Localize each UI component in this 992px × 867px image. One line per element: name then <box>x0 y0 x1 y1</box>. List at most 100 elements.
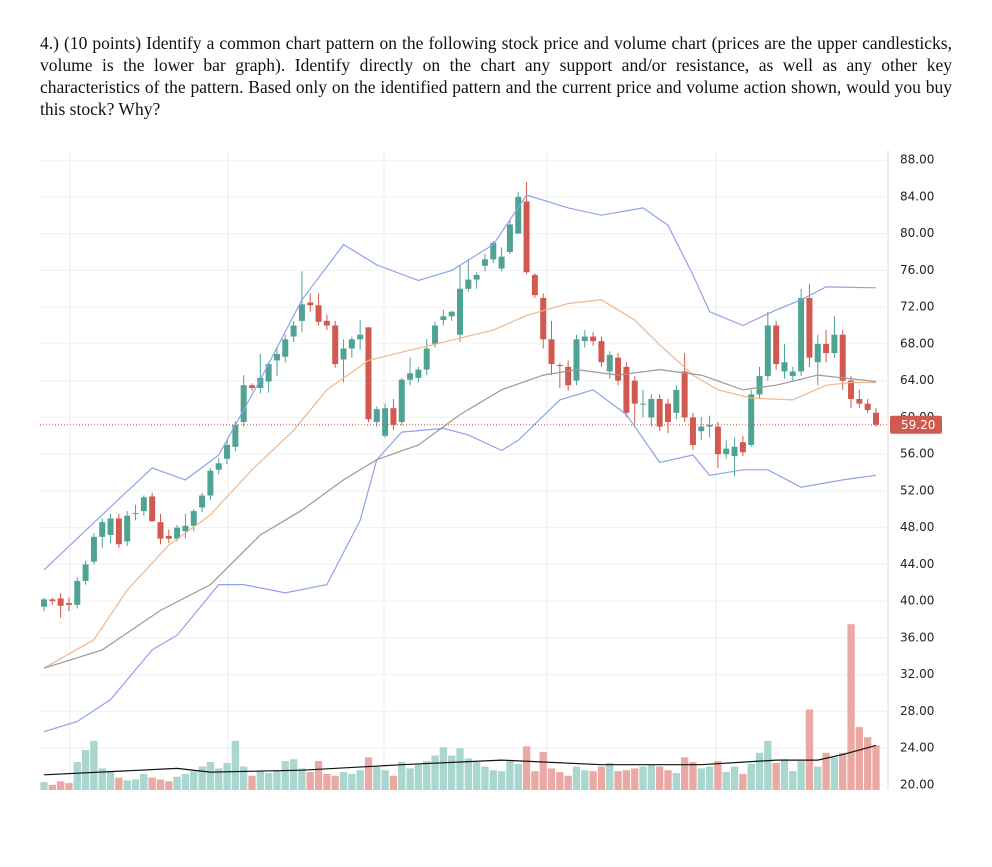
volume-bar <box>722 772 730 790</box>
candle-body <box>390 408 397 425</box>
volume-bar <box>456 748 464 790</box>
last-price-label: 59.20 <box>901 418 935 432</box>
candle-body <box>240 385 247 422</box>
candle-body <box>656 399 663 427</box>
candle-body <box>448 311 455 317</box>
candle-body <box>565 366 572 386</box>
candle-body <box>165 535 172 539</box>
volume-bar <box>140 773 148 790</box>
volume-bar <box>348 773 356 790</box>
volume-bar <box>181 773 190 790</box>
candle-body <box>415 369 422 378</box>
candle-body <box>831 334 838 354</box>
volume-bar <box>115 777 123 790</box>
candle-body <box>157 522 164 539</box>
indicator-line <box>43 299 876 669</box>
volume-bar <box>772 762 780 790</box>
candle-body <box>132 512 139 514</box>
volume-bar <box>581 770 589 790</box>
candle-body <box>781 362 788 372</box>
volume-bar <box>797 761 805 790</box>
candle-body <box>174 527 181 539</box>
volume-bar <box>306 772 314 790</box>
candle-body <box>49 599 56 602</box>
time-grid <box>69 150 717 790</box>
candle-body <box>199 495 206 508</box>
volume-bar <box>647 764 656 790</box>
candle-body <box>640 403 647 405</box>
candle-body <box>548 339 555 365</box>
candle-body <box>357 334 364 340</box>
y-tick-label: 36.00 <box>900 630 934 644</box>
volume-bar <box>564 775 572 790</box>
candle-body <box>806 297 813 358</box>
candle-body <box>149 496 156 522</box>
question-text: 4.) (10 points) Identify a common chart … <box>40 33 952 119</box>
candle-body <box>756 376 763 395</box>
candle-body <box>90 536 97 562</box>
candle-body <box>115 518 122 545</box>
candle-body <box>706 424 713 427</box>
volume-bar <box>448 755 456 790</box>
volume-bar <box>780 759 789 790</box>
y-tick-label: 48.00 <box>900 520 934 534</box>
indicator-line <box>43 194 877 571</box>
candle-body <box>598 341 605 363</box>
volume-bar <box>273 770 281 790</box>
volume-bar <box>489 770 497 790</box>
candle-body <box>748 394 755 445</box>
candle-body <box>648 399 655 418</box>
candle-body <box>714 426 721 455</box>
volume-bar <box>606 762 614 790</box>
candle-body <box>440 316 447 320</box>
volume-bar <box>198 766 206 790</box>
volume-bar <box>215 768 223 790</box>
volume-bar <box>872 745 880 790</box>
volume-bar <box>697 768 705 790</box>
volume-bar <box>123 780 131 790</box>
volume-bar <box>314 761 323 790</box>
candle-body <box>190 511 197 526</box>
candle-body <box>432 325 439 344</box>
volume-bar <box>764 740 772 790</box>
y-tick-label: 32.00 <box>900 667 934 681</box>
candle-body <box>82 564 89 581</box>
y-tick-label: 64.00 <box>900 373 934 387</box>
candle-body <box>315 305 322 322</box>
y-tick-label: 40.00 <box>900 594 934 608</box>
volume-bar <box>439 747 448 790</box>
volume-bar <box>248 775 256 790</box>
candle-body <box>515 196 522 234</box>
candle-body <box>573 339 580 381</box>
candle-body <box>340 348 347 360</box>
volume-bar <box>556 772 564 790</box>
candle-body <box>531 274 538 296</box>
candle-body <box>407 373 414 380</box>
volume-bar <box>714 761 722 790</box>
candle-body <box>298 304 305 321</box>
candle-body <box>506 224 513 252</box>
volume-bar <box>597 766 606 790</box>
candle-body <box>273 353 280 361</box>
volume-bar <box>755 752 764 790</box>
y-tick-label: 56.00 <box>900 447 934 461</box>
volume-bar <box>747 763 755 790</box>
volume-bar <box>589 771 597 790</box>
candle-body <box>140 497 147 512</box>
volume-bar <box>40 782 48 790</box>
candle-body <box>681 371 688 418</box>
candle-body <box>41 599 47 607</box>
volume-bar <box>65 783 73 790</box>
candle-body <box>57 598 64 606</box>
volume-bar <box>190 771 198 790</box>
candle-body <box>332 325 339 365</box>
volume-bar <box>56 781 65 790</box>
y-tick-label: 80.00 <box>900 226 934 240</box>
volume-bar <box>572 766 581 790</box>
volume-bar <box>240 766 248 790</box>
y-tick-label: 76.00 <box>900 263 934 277</box>
volume-bar <box>847 624 855 790</box>
candle-body <box>232 424 239 447</box>
last-price-box <box>890 415 942 434</box>
